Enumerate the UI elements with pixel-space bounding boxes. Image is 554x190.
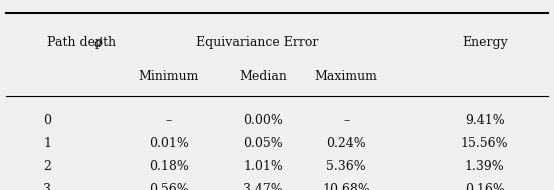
Text: Energy: Energy bbox=[462, 36, 507, 49]
Text: 0.56%: 0.56% bbox=[149, 183, 189, 190]
Text: 0.18%: 0.18% bbox=[149, 160, 189, 173]
Text: 1.01%: 1.01% bbox=[243, 160, 283, 173]
Text: Maximum: Maximum bbox=[315, 70, 378, 82]
Text: 9.41%: 9.41% bbox=[465, 114, 505, 127]
Text: 0.16%: 0.16% bbox=[465, 183, 505, 190]
Text: 2: 2 bbox=[43, 160, 51, 173]
Text: 0.01%: 0.01% bbox=[149, 137, 189, 150]
Text: –: – bbox=[166, 114, 172, 127]
Text: 0.05%: 0.05% bbox=[243, 137, 283, 150]
Text: –: – bbox=[343, 114, 350, 127]
Text: 1.39%: 1.39% bbox=[465, 160, 505, 173]
Text: $d$: $d$ bbox=[93, 36, 102, 50]
Text: 15.56%: 15.56% bbox=[461, 137, 509, 150]
Text: 5.36%: 5.36% bbox=[326, 160, 366, 173]
Text: Equivariance Error: Equivariance Error bbox=[197, 36, 319, 49]
Text: 0.24%: 0.24% bbox=[326, 137, 366, 150]
Text: 1: 1 bbox=[43, 137, 51, 150]
Text: 3: 3 bbox=[43, 183, 51, 190]
Text: Median: Median bbox=[239, 70, 287, 82]
Text: Minimum: Minimum bbox=[139, 70, 199, 82]
Text: 0.00%: 0.00% bbox=[243, 114, 283, 127]
Text: 3.47%: 3.47% bbox=[243, 183, 283, 190]
Text: 10.68%: 10.68% bbox=[322, 183, 370, 190]
Text: 0: 0 bbox=[43, 114, 51, 127]
Text: Path depth: Path depth bbox=[47, 36, 120, 49]
